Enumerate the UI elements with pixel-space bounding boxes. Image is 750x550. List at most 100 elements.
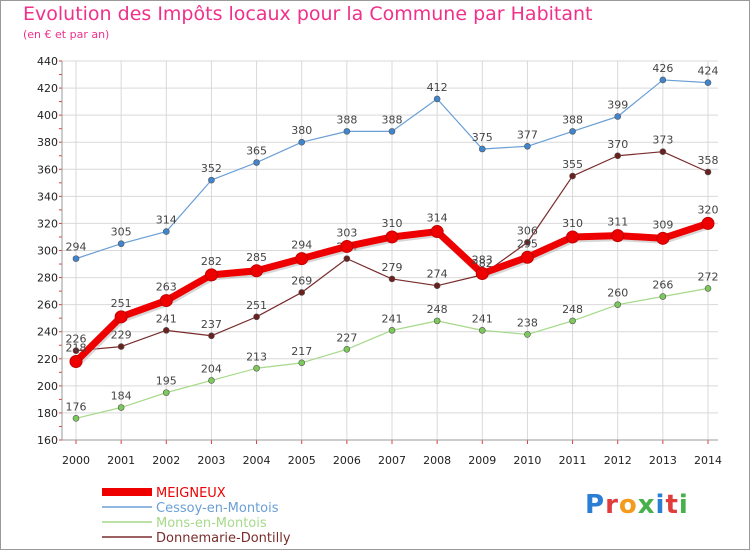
data-point-donnemarie-dontilly [704,168,712,176]
data-label-donnemarie-dontilly: 279 [382,261,403,274]
x-tick-label: 2007 [378,454,406,467]
data-label-donnemarie-dontilly: 274 [427,268,448,281]
data-label-mons-en-montois: 227 [336,331,357,344]
x-tick-label: 2013 [649,454,677,467]
data-point-meigneux [475,267,489,281]
data-point-donnemarie-dontilly [117,343,125,350]
data-point-cessoy-en-montois [117,240,125,248]
data-point-meigneux [385,230,399,244]
data-point-mons-en-montois [253,364,260,372]
x-tick-label: 2004 [243,454,271,467]
y-tick-label: 420 [37,82,58,95]
data-label-meigneux: 295 [517,237,538,250]
data-point-mons-en-montois [72,415,80,422]
data-label-meigneux: 310 [562,217,583,230]
y-tick-label: 280 [37,272,58,285]
data-label-cessoy-en-montois: 388 [336,113,357,126]
data-point-meigneux [250,264,264,278]
data-point-cessoy-en-montois [524,142,531,150]
data-label-mons-en-montois: 241 [382,312,403,325]
data-point-mons-en-montois [433,317,441,325]
data-point-donnemarie-dontilly [298,289,306,296]
data-point-meigneux [204,268,218,282]
data-label-cessoy-en-montois: 352 [201,162,222,175]
data-point-cessoy-en-montois [433,95,441,103]
data-label-meigneux: 309 [652,218,673,231]
data-label-donnemarie-dontilly: 241 [156,312,177,325]
data-label-mons-en-montois: 238 [517,316,538,329]
data-point-cessoy-en-montois [659,76,667,84]
data-label-meigneux: 283 [472,254,493,267]
data-label-donnemarie-dontilly: 373 [652,134,673,147]
chart-title: Evolution des Impôts locaux pour la Comm… [23,3,593,25]
data-label-cessoy-en-montois: 399 [607,98,628,111]
legend-label: Mons-en-Montois [156,516,267,531]
data-point-donnemarie-dontilly [72,347,80,354]
data-point-donnemarie-dontilly [569,172,576,180]
y-tick-label: 440 [37,55,58,68]
data-label-mons-en-montois: 195 [156,375,177,388]
data-label-cessoy-en-montois: 375 [472,131,493,144]
x-tick-label: 2009 [468,454,496,467]
data-label-meigneux: 320 [698,203,719,216]
data-point-cessoy-en-montois [614,113,622,120]
x-tick-label: 2014 [694,454,722,467]
data-label-donnemarie-dontilly: 358 [698,154,719,167]
x-tick-label: 2002 [152,454,180,467]
data-point-mons-en-montois [524,331,531,338]
x-tick-label: 2011 [559,454,587,467]
data-point-mons-en-montois [117,404,125,411]
data-label-donnemarie-dontilly: 226 [66,333,87,346]
data-label-meigneux: 285 [246,251,267,264]
x-tick-label: 2005 [288,454,316,467]
data-label-meigneux: 310 [382,217,403,230]
data-point-mons-en-montois [208,377,215,384]
data-label-meigneux: 294 [291,239,312,252]
data-point-meigneux [69,354,83,368]
x-tick-label: 2001 [107,454,135,467]
data-label-mons-en-montois: 176 [66,400,87,413]
data-point-meigneux [430,225,444,239]
data-point-donnemarie-dontilly [388,275,396,283]
data-label-donnemarie-dontilly: 237 [201,318,222,331]
x-tick-label: 2010 [513,454,541,467]
data-label-meigneux: 218 [66,341,87,354]
legend-label: Cessoy-en-Montois [156,501,279,516]
data-point-mons-en-montois [343,346,351,353]
data-point-cessoy-en-montois [208,176,215,184]
data-label-mons-en-montois: 248 [562,303,583,316]
data-point-cessoy-en-montois [343,128,351,135]
data-label-donnemarie-dontilly: 306 [517,224,538,237]
data-point-donnemarie-dontilly [162,327,170,334]
legend-label: MEIGNEUX [156,486,226,501]
data-label-donnemarie-dontilly: 251 [246,299,267,312]
data-point-mons-en-montois [478,327,486,334]
data-point-donnemarie-dontilly [659,148,667,155]
data-label-mons-en-montois: 241 [472,312,493,325]
data-label-donnemarie-dontilly: 269 [291,274,312,287]
data-point-donnemarie-dontilly [433,282,441,289]
data-label-cessoy-en-montois: 377 [517,128,538,141]
data-point-meigneux [114,310,128,324]
y-tick-label: 380 [37,136,58,149]
data-point-mons-en-montois [388,327,396,334]
data-label-donnemarie-dontilly: 229 [111,329,132,342]
data-label-donnemarie-dontilly: 355 [562,158,583,171]
legend-label: Donnemarie-Dontilly [156,531,291,546]
data-label-donnemarie-dontilly: 370 [607,138,628,151]
data-point-cessoy-en-montois [253,159,260,166]
y-tick-label: 160 [37,434,58,447]
x-tick-label: 2000 [62,454,90,467]
data-point-donnemarie-dontilly [343,255,351,262]
data-point-meigneux [159,294,173,308]
y-tick-label: 260 [37,299,58,312]
data-label-cessoy-en-montois: 388 [562,113,583,126]
y-tick-label: 360 [37,163,58,176]
data-point-meigneux [656,231,670,245]
data-point-meigneux [566,230,580,244]
data-label-mons-en-montois: 217 [291,345,312,358]
data-point-cessoy-en-montois [704,79,712,86]
data-point-cessoy-en-montois [72,255,80,262]
data-point-cessoy-en-montois [162,228,170,235]
